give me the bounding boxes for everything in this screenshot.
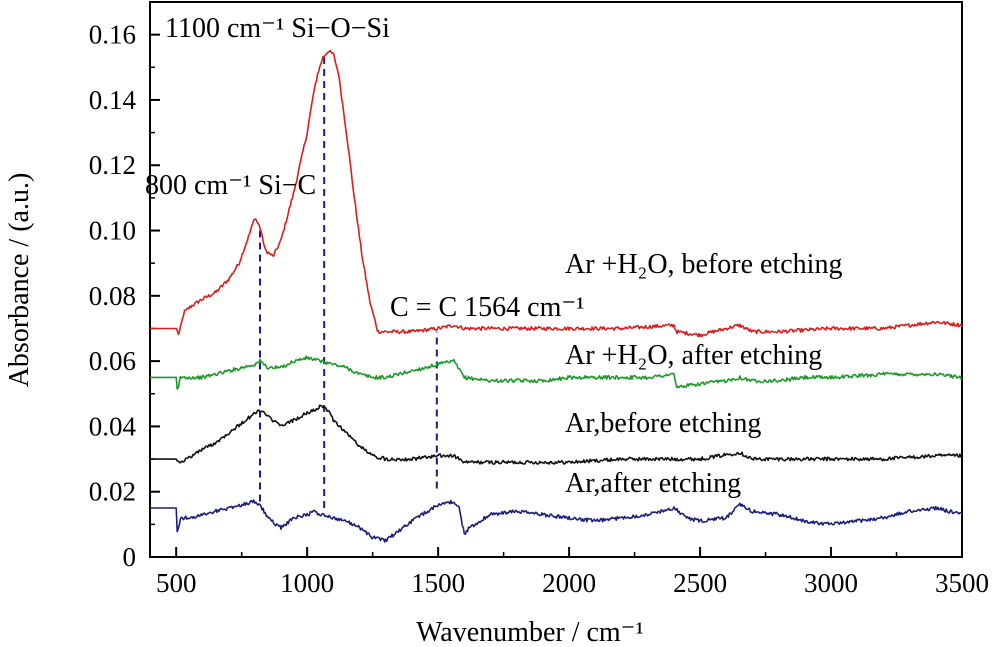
series-label-ar-h2o-before: Ar +H₂O, before etching [565,249,842,280]
annotation-c-c: C = C 1564 cm⁻¹ [390,292,585,323]
x-tick-label: 2500 [673,568,727,598]
series-label-ar-after: Ar,after etching [565,468,741,499]
y-axis-title: Absorbance / (a.u.) [4,173,35,388]
y-tick-label: 0.04 [89,411,137,441]
y-tick-label: 0 [123,542,137,572]
series-lines [150,49,963,543]
y-tick-label: 0.08 [89,281,136,311]
x-tick-label: 3500 [935,568,989,598]
series-line [150,404,963,465]
plot-frame [149,1,963,558]
series-line [150,355,963,390]
series-line [150,499,963,543]
x-tick-label: 1500 [411,568,465,598]
x-axis-ticks: 500 1000 1500 2000 2500 3000 3500 [156,547,989,598]
series-line [150,49,963,338]
x-tick-label: 3000 [804,568,858,598]
series-label-ar-before: Ar,before etching [565,408,761,439]
x-axis-title: Wavenumber / cm⁻¹ [416,617,644,647]
annotation-si-c: 800 cm⁻¹ Si−C [145,170,316,201]
y-tick-label: 0.06 [89,346,136,376]
x-tick-label: 1000 [280,568,334,598]
y-tick-label: 0.12 [89,150,136,180]
y-tick-label: 0.10 [89,216,136,246]
series-label-ar-h2o-after: Ar +H₂O, after etching [565,340,822,371]
annotation-si-o-si: 1100 cm⁻¹ Si−O−Si [165,13,390,44]
x-tick-label: 2000 [542,568,596,598]
y-tick-label: 0.16 [89,20,136,50]
x-tick-label: 500 [156,568,197,598]
y-axis-ticks: 0 0.02 0.04 0.06 0.08 0.10 0.12 0.14 0.16 [89,1,160,572]
y-tick-label: 0.14 [89,85,137,115]
reference-lines [259,57,438,509]
y-tick-label: 0.02 [89,477,136,507]
